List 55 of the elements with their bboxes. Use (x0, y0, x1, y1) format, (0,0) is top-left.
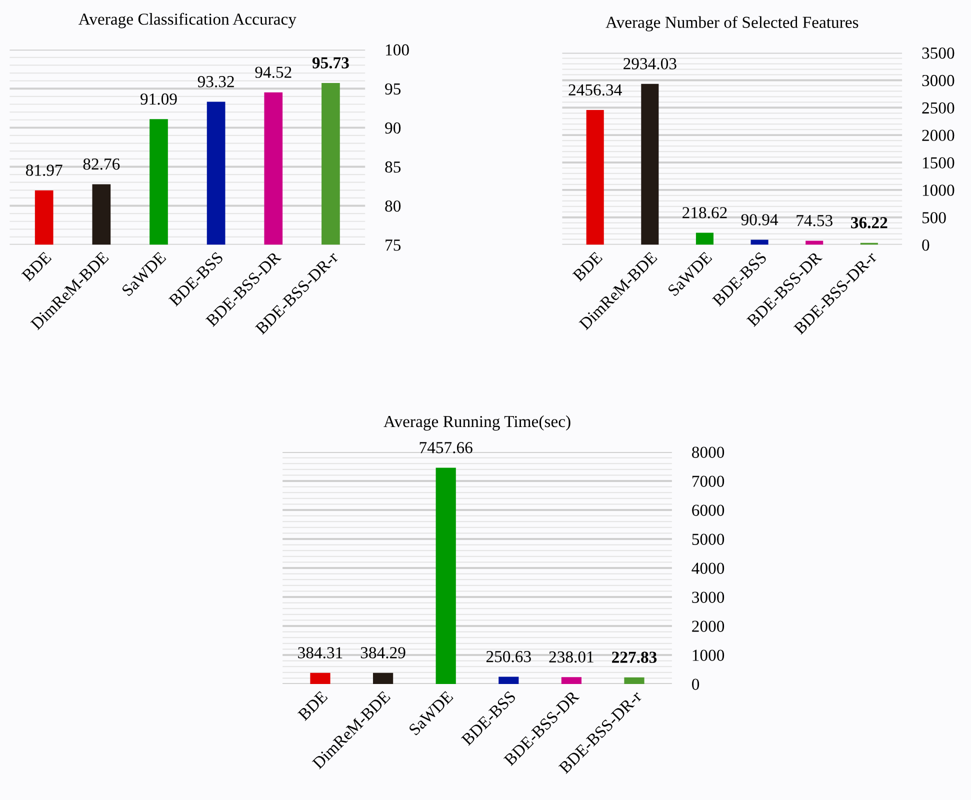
data-label: 384.31 (298, 647, 342, 658)
bar (436, 468, 456, 684)
bar (372, 672, 394, 684)
y-tick-label: 90 (385, 122, 401, 134)
bar (586, 110, 604, 245)
data-label: 384.29 (360, 647, 406, 658)
y-tick-label: 2000 (692, 620, 724, 632)
y-tick-label: 1500 (922, 157, 954, 168)
y-tick-label: 8000 (692, 446, 724, 458)
data-label: 218.62 (682, 207, 727, 218)
data-label: 90.94 (741, 214, 778, 226)
data-label: 2934.03 (624, 58, 676, 70)
data-label: 2456.34 (568, 84, 622, 96)
data-label: 82.76 (83, 158, 120, 170)
y-tick-label: 80 (385, 200, 401, 212)
y-tick-label: 100 (386, 44, 409, 56)
bar (624, 677, 644, 684)
bar (806, 240, 824, 245)
data-label: 238.01 (549, 651, 594, 663)
data-label: 95.73 (312, 57, 349, 69)
bar (561, 677, 582, 684)
data-label: 91.09 (140, 93, 177, 105)
chart-title: Average Number of Selected Features (606, 16, 858, 32)
y-tick-label: 4000 (692, 562, 724, 574)
data-label: 227.83 (612, 652, 657, 663)
y-tick-label: 2500 (922, 102, 954, 114)
bar (641, 84, 659, 245)
bar (310, 672, 330, 684)
bar (750, 240, 768, 245)
y-tick-label: 0 (922, 240, 930, 251)
y-tick-label: 5000 (692, 534, 724, 545)
y-tick-label: 500 (922, 212, 946, 224)
y-tick-label: 95 (385, 83, 401, 95)
y-tick-label: 7000 (692, 476, 724, 487)
chart-title: Average Classification Accuracy (78, 12, 296, 28)
data-label: 93.32 (198, 76, 234, 88)
bar (696, 232, 714, 245)
chart-title: Average Running Time(sec) (384, 415, 570, 431)
y-tick-label: 6000 (692, 504, 724, 516)
data-label: 74.53 (796, 215, 832, 226)
y-tick-label: 75 (386, 240, 401, 251)
y-tick-label: 85 (385, 161, 401, 173)
y-tick-label: 3500 (922, 48, 954, 59)
data-label: 94.52 (255, 66, 292, 78)
y-tick-label: 1000 (922, 184, 954, 196)
data-label: 36.22 (851, 217, 888, 228)
y-tick-label: 3000 (922, 74, 954, 86)
data-label: 81.97 (26, 164, 62, 176)
bar (498, 676, 519, 684)
data-label: 7457.66 (420, 442, 472, 454)
y-tick-label: 2000 (922, 130, 954, 142)
y-tick-label: 1000 (692, 650, 724, 661)
data-label: 250.63 (486, 650, 531, 662)
y-tick-label: 3000 (692, 592, 724, 603)
y-tick-label: 0 (692, 678, 700, 690)
